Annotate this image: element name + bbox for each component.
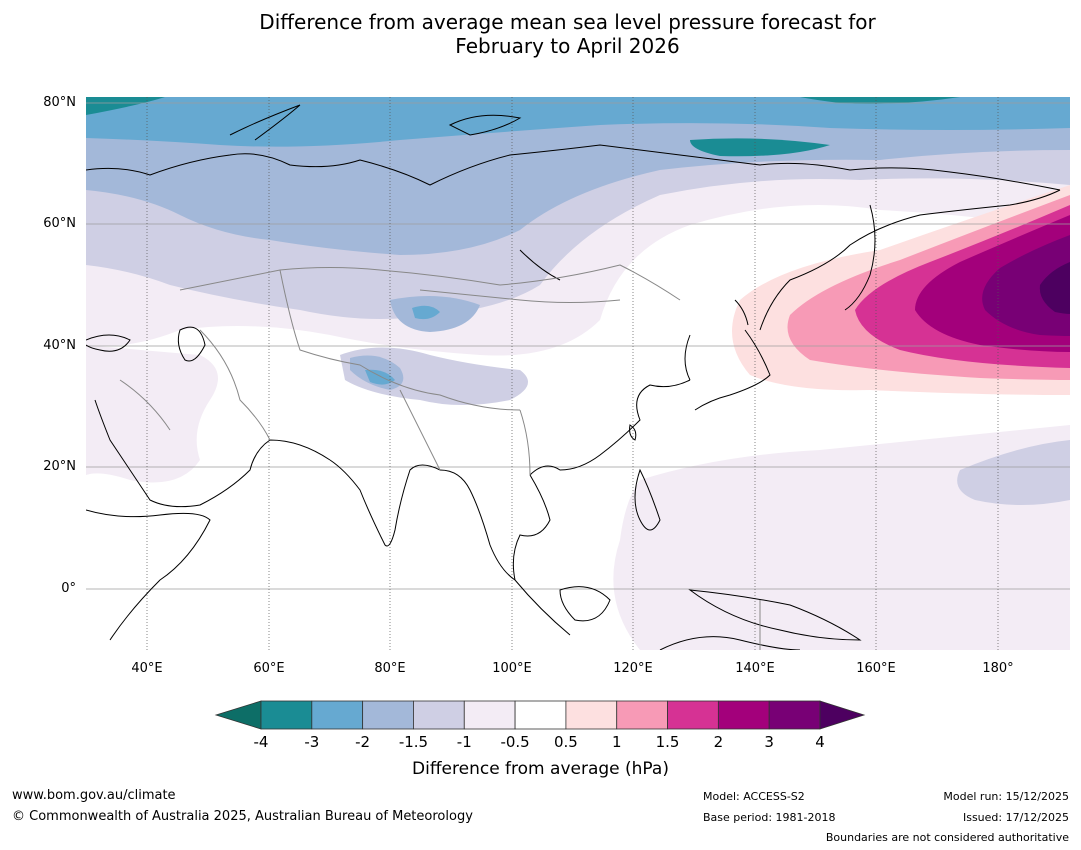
anomaly-contour-neg3-west — [86, 97, 165, 115]
colorbar-over-triangle — [819, 700, 866, 730]
lat-label-60n: 60°N — [43, 216, 76, 231]
website-text: www.bom.gov.au/climate — [12, 788, 176, 803]
model-run-text: Model run: 15/12/2025 — [943, 790, 1069, 803]
colorbar-label: Difference from average (hPa) — [412, 759, 669, 779]
colorbar-tick-label: -0.5 — [500, 733, 530, 751]
anomaly-contour-neg2 — [86, 97, 1070, 147]
lat-label-40n: 40°N — [43, 338, 76, 353]
colorbar-tick-label: -2 — [355, 733, 371, 751]
colorbar-swatch — [717, 700, 770, 730]
anomaly-contour-pos4 — [1039, 262, 1070, 314]
colorbar-tick-label: -1.5 — [398, 733, 429, 751]
colorbar-swatch — [667, 700, 719, 730]
lat-label-20n: 20°N — [43, 459, 76, 474]
colorbar-tick-label: 2 — [713, 733, 724, 751]
anomaly-tropics-neg1 — [957, 440, 1070, 505]
colorbar-swatch — [514, 700, 567, 730]
colorbar-under-triangle — [214, 700, 262, 730]
colorbar-swatch — [413, 700, 465, 730]
disclaimer-text: Boundaries are not considered authoritat… — [825, 831, 1069, 844]
title-line-1: Difference from average mean sea level p… — [259, 10, 876, 34]
coastlines — [86, 104, 1061, 650]
colorbar-tick-label: 4 — [815, 733, 825, 751]
colorbar-tick-label: 1 — [611, 733, 622, 751]
colorbar-swatch — [616, 700, 668, 730]
colorbar-tick-label: -4 — [253, 733, 269, 751]
colorbar-swatch — [565, 700, 618, 730]
colorbar-tick-label: 3 — [764, 733, 774, 751]
lon-label-140e: 140°E — [735, 661, 775, 676]
map-title: Difference from average mean sea level p… — [0, 10, 1081, 58]
anomaly-mongolia-neg2 — [412, 305, 440, 320]
colorbar-swatch — [463, 700, 516, 730]
anomaly-tropics-neg05 — [613, 425, 1070, 650]
colorbar-tick-label: -3 — [304, 733, 320, 751]
lon-label-120e: 120°E — [613, 661, 653, 676]
lat-label-80n: 80°N — [43, 95, 76, 110]
anomaly-contour-pos3 — [982, 235, 1070, 336]
colorbar-tick-label: 0.5 — [553, 733, 578, 751]
anomaly-contour-neg3-east — [800, 97, 960, 104]
colorbar-tick-label: -1 — [456, 733, 472, 751]
colorbar-swatch — [260, 700, 313, 730]
lon-label-40e: 40°E — [131, 661, 163, 676]
anomaly-tibet-neg2 — [365, 369, 395, 385]
colorbar-swatch — [768, 700, 821, 730]
lon-label-160e: 160°E — [856, 661, 896, 676]
anomaly-arabia-neg05 — [86, 345, 218, 483]
meridian-lines — [146, 97, 999, 650]
colorbar-tick-label: 1.5 — [655, 733, 680, 751]
model-text: Model: ACCESS-S2 — [703, 790, 805, 803]
country-boundaries — [119, 264, 761, 650]
lon-label-180: 180° — [982, 661, 1014, 676]
lat-label-0: 0° — [61, 581, 76, 596]
anomaly-contour-neg3-siberia — [690, 138, 830, 157]
lon-label-100e: 100°E — [492, 661, 532, 676]
map-fill-layer — [86, 97, 1070, 650]
lon-label-60e: 60°E — [253, 661, 285, 676]
copyright-text: © Commonwealth of Australia 2025, Austra… — [12, 809, 473, 824]
base-period-text: Base period: 1981-2018 — [703, 811, 836, 824]
lon-label-80e: 80°E — [374, 661, 406, 676]
title-line-2: February to April 2026 — [455, 34, 680, 58]
colorbar-swatch — [311, 700, 364, 730]
colorbar-swatch — [362, 700, 414, 730]
issued-text: Issued: 17/12/2025 — [962, 811, 1069, 824]
